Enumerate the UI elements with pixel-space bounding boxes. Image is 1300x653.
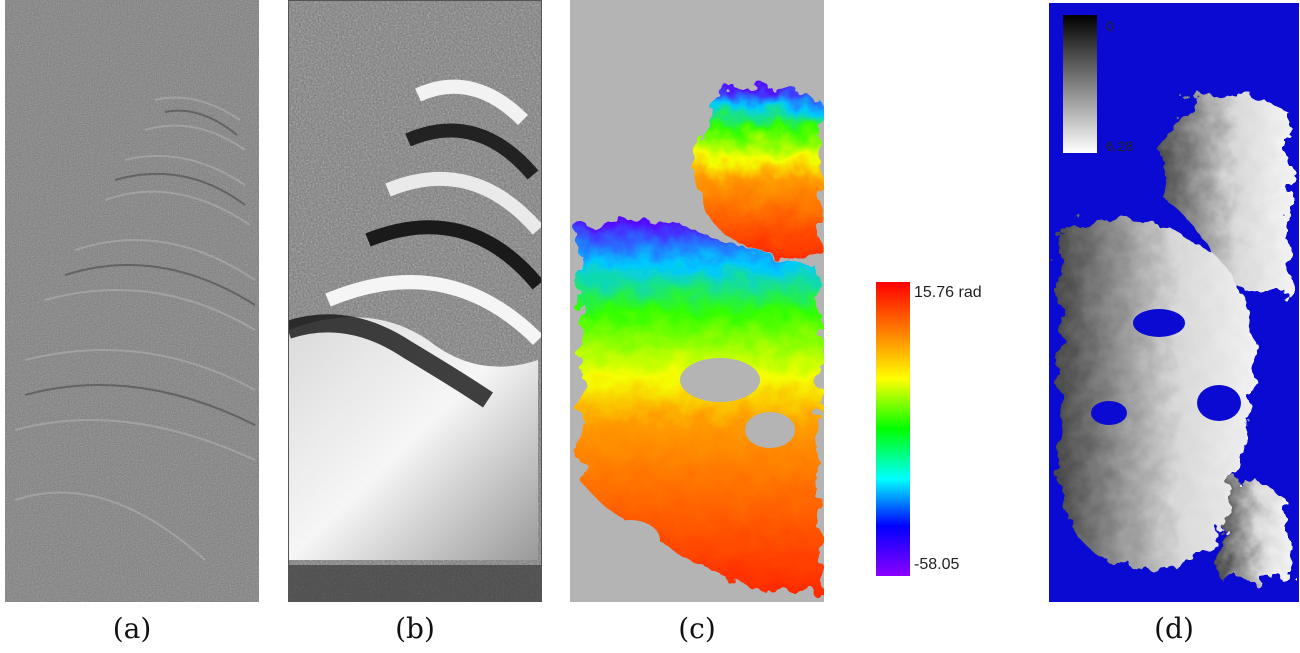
panel-d-masked-phase [1049, 3, 1299, 602]
panel-a-interferogram [5, 0, 259, 602]
image-d [1049, 3, 1299, 602]
colorbar-c-max-label: 15.76 rad [914, 284, 982, 301]
caption-d: (d) [1154, 612, 1194, 645]
rainbow-colorbar [876, 282, 910, 576]
gray-colorbar [1063, 15, 1097, 153]
caption-b: (b) [395, 612, 435, 645]
panel-b-wrapped-phase [288, 0, 542, 602]
image-c [570, 0, 824, 602]
colorbar-c-min-label: -58.05 [914, 556, 960, 573]
colorbar-d-min-label: 0 [1106, 18, 1114, 34]
image-a [5, 0, 259, 602]
image-b [288, 0, 542, 602]
caption-a: (a) [112, 612, 152, 645]
colorbar-d-max-label: 6.28 [1106, 138, 1134, 154]
colorbar-c [876, 282, 910, 576]
caption-c: (c) [678, 612, 716, 645]
panel-c-unwrapped-phase [570, 0, 824, 602]
